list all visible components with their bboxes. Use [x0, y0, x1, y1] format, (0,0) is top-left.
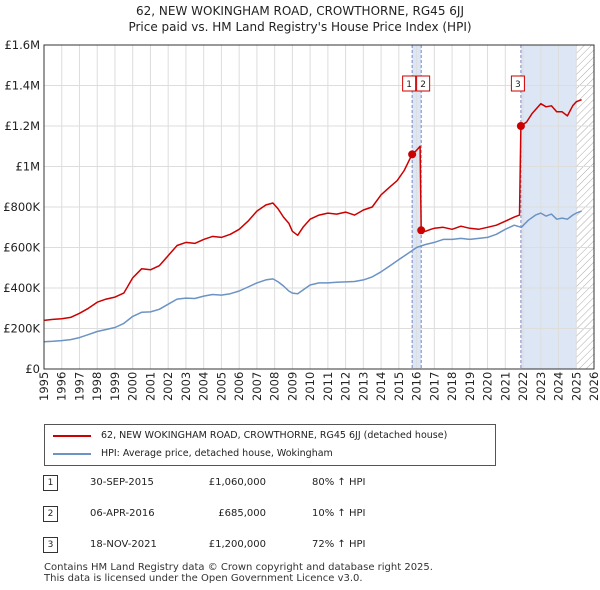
y-tick-label: £800K [3, 200, 40, 214]
sale-point [417, 226, 426, 235]
y-tick-label: £200K [3, 322, 40, 336]
x-tick-label: 2008 [268, 372, 282, 401]
sale-row: 1 30-SEP-2015 £1,060,000 80% ↑ HPI [0, 474, 600, 492]
x-tick-label: 2007 [250, 372, 264, 401]
x-tick-label: 2023 [534, 372, 548, 401]
sale-price: £1,060,000 [208, 477, 266, 488]
x-tick-label: 2021 [498, 372, 512, 401]
plot-frame [43, 44, 595, 370]
legend-label-hpi: HPI: Average price, detached house, Woki… [101, 448, 333, 459]
sale-marker-label: 1 [406, 80, 412, 90]
x-tick-label: 2013 [356, 372, 370, 401]
x-tick-label: 2005 [214, 372, 228, 401]
sale-hpi-change: 10% ↑ HPI [312, 508, 366, 519]
footer-copyright: Contains HM Land Registry data © Crown c… [44, 562, 433, 573]
legend-swatch-hpi [53, 452, 91, 455]
sale-hpi-change: 72% ↑ HPI [312, 539, 366, 550]
x-tick-label: 1995 [37, 372, 51, 401]
x-tick-label: 1997 [72, 372, 86, 401]
x-tick-label: 2019 [463, 372, 477, 401]
sale-date: 18-NOV-2021 [90, 539, 157, 550]
sale-number-badge: 2 [43, 506, 58, 522]
sale-price: £1,200,000 [208, 539, 266, 550]
sale-date: 06-APR-2016 [90, 508, 155, 519]
chart-legend: 62, NEW WOKINGHAM ROAD, CROWTHORNE, RG45… [44, 424, 496, 466]
y-tick-label: £600K [3, 241, 40, 255]
sale-date: 30-SEP-2015 [90, 477, 154, 488]
x-tick-label: 2011 [321, 372, 335, 401]
legend-swatch-property [53, 434, 91, 437]
x-tick-label: 1999 [108, 372, 122, 401]
y-tick-label: £1M [15, 160, 40, 174]
x-tick-label: 1998 [90, 372, 104, 401]
sale-marker-box [510, 75, 525, 92]
x-tick-label: 2012 [339, 372, 353, 401]
x-tick-label: 2016 [410, 372, 424, 401]
sale-point [408, 150, 417, 159]
x-tick-label: 2009 [285, 372, 299, 401]
x-tick-label: 2015 [392, 372, 406, 401]
sale-row: 3 18-NOV-2021 £1,200,000 72% ↑ HPI [0, 536, 600, 554]
sale-point [516, 122, 525, 130]
sale-row: 2 06-APR-2016 £685,000 10% ↑ HPI [0, 505, 600, 523]
chart-subtitle: Price paid vs. HM Land Registry's House … [128, 20, 472, 34]
sale-price: £685,000 [218, 508, 266, 519]
y-tick-label: £0 [25, 362, 40, 376]
x-tick-label: 2026 [587, 372, 600, 401]
x-tick-label: 1996 [55, 372, 69, 401]
sale-hpi-change: 80% ↑ HPI [312, 477, 366, 488]
x-tick-label: 2022 [516, 372, 530, 401]
x-tick-label: 2024 [552, 372, 566, 401]
footer-licence: This data is licensed under the Open Gov… [44, 573, 363, 584]
y-tick-label: £1.6M [4, 38, 40, 52]
x-tick-label: 2003 [179, 372, 193, 401]
x-tick-label: 2020 [481, 372, 495, 401]
sale-marker-box [402, 75, 417, 92]
legend-label-property: 62, NEW WOKINGHAM ROAD, CROWTHORNE, RG45… [101, 430, 448, 441]
x-tick-label: 2006 [232, 372, 246, 401]
price-chart: 1 2 3 £0 £200K £400K £600K £800K £1M £1.2M £1.4M £1… [3, 38, 600, 401]
y-tick-label: £1.4M [4, 79, 40, 93]
sale-marker-box [416, 75, 431, 92]
x-tick-label: 2000 [126, 372, 140, 401]
x-tick-label: 2025 [569, 372, 583, 401]
hpi-line [43, 210, 582, 343]
x-tick-label: 2002 [161, 372, 175, 401]
x-tick-label: 2018 [445, 372, 459, 401]
x-tick-label: 2017 [427, 372, 441, 401]
chart-title: 62, NEW WOKINGHAM ROAD, CROWTHORNE, RG45… [136, 4, 464, 18]
x-tick-label: 2014 [374, 372, 388, 401]
sale-marker-label: 3 [515, 80, 521, 90]
y-tick-label: £1.2M [4, 119, 40, 133]
x-tick-label: 2004 [197, 372, 211, 401]
sale-number-badge: 1 [43, 475, 58, 491]
sale-marker-label: 2 [420, 80, 426, 90]
legend-item-hpi: HPI: Average price, detached house, Woki… [53, 446, 333, 462]
x-tick-label: 2001 [143, 372, 157, 401]
x-tick-label: 2010 [303, 372, 317, 401]
property-price-line [43, 98, 582, 322]
sale-number-badge: 3 [43, 537, 58, 553]
y-tick-label: £400K [3, 281, 40, 295]
legend-item-property: 62, NEW WOKINGHAM ROAD, CROWTHORNE, RG45… [53, 428, 447, 444]
